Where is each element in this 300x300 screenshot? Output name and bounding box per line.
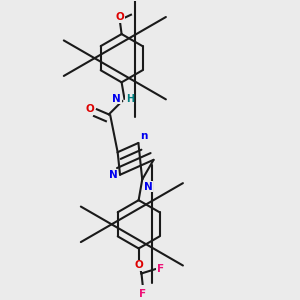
Text: O: O	[134, 260, 143, 270]
Text: N: N	[112, 94, 121, 104]
Text: F: F	[139, 290, 146, 299]
Text: F: F	[157, 264, 164, 274]
Text: n: n	[140, 131, 147, 141]
Text: H: H	[126, 94, 134, 104]
Text: O: O	[86, 104, 94, 114]
Text: N: N	[144, 182, 153, 192]
Text: N: N	[109, 170, 118, 180]
Text: O: O	[116, 12, 124, 22]
